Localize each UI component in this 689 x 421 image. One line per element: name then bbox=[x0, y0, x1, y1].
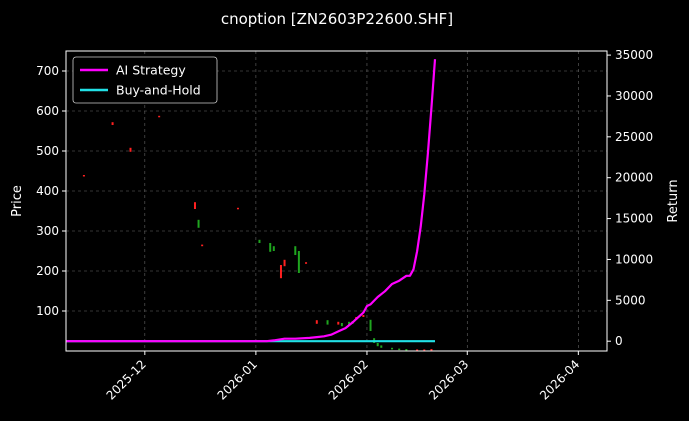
left-tick-label: 600 bbox=[36, 104, 59, 118]
candle-up bbox=[315, 320, 318, 324]
candle-down bbox=[348, 321, 351, 326]
candle-down bbox=[398, 348, 401, 351]
candle-up bbox=[82, 175, 85, 177]
candle-up bbox=[430, 349, 433, 351]
right-tick-label: 5000 bbox=[615, 293, 646, 307]
legend-label-buy-and-hold: Buy-and-Hold bbox=[116, 83, 201, 98]
candle-up bbox=[201, 244, 204, 247]
left-tick-label: 100 bbox=[36, 304, 59, 318]
right-tick-label: 20000 bbox=[615, 171, 653, 185]
left-tick-label: 300 bbox=[36, 224, 59, 238]
legend-box bbox=[72, 56, 218, 104]
candle-down bbox=[369, 319, 372, 331]
right-tick-label: 0 bbox=[615, 334, 623, 348]
candle-down bbox=[258, 239, 261, 243]
candle-up bbox=[279, 265, 282, 279]
candle-up bbox=[423, 349, 426, 351]
series-lines bbox=[66, 59, 437, 343]
plot-frame bbox=[65, 50, 608, 352]
candle-up bbox=[305, 262, 308, 264]
candle-down bbox=[197, 219, 200, 228]
legend-label-ai-strategy: AI Strategy bbox=[116, 63, 186, 78]
candle-down bbox=[391, 347, 394, 350]
right-tick-label: 30000 bbox=[615, 89, 653, 103]
candle-up bbox=[283, 259, 286, 267]
candle-down bbox=[405, 349, 408, 351]
left-tick-label: 200 bbox=[36, 264, 59, 278]
left-tick-label: 700 bbox=[36, 64, 59, 78]
candle-down bbox=[297, 251, 300, 273]
right-axis-label: Return bbox=[666, 179, 681, 222]
chart-title: cnoption [ZN2603P22600.SHF] bbox=[221, 10, 453, 28]
candle-up bbox=[236, 207, 239, 210]
candle-up bbox=[362, 315, 365, 317]
candle-up bbox=[129, 147, 132, 152]
right-tick-label: 25000 bbox=[615, 130, 653, 144]
candle-down bbox=[340, 323, 343, 327]
left-axis-label: Price bbox=[10, 185, 25, 217]
left-tick-label: 400 bbox=[36, 184, 59, 198]
candle-up bbox=[193, 202, 196, 209]
candle-up bbox=[337, 321, 340, 325]
candle-up bbox=[416, 349, 419, 351]
left-tick-label: 500 bbox=[36, 144, 59, 158]
candle-down bbox=[380, 345, 383, 348]
right-tick-label: 35000 bbox=[615, 48, 653, 62]
left-y-axis: 100 200 300 400 500 600 700 bbox=[36, 64, 66, 318]
candle-up bbox=[111, 122, 114, 125]
candle-down bbox=[326, 320, 329, 325]
legend: AI Strategy Buy-and-Hold bbox=[72, 56, 218, 104]
candle-up bbox=[158, 115, 161, 118]
ai-strategy-line bbox=[66, 59, 437, 343]
candle-down bbox=[376, 343, 379, 347]
right-tick-label: 15000 bbox=[615, 212, 653, 226]
candle-down bbox=[272, 246, 275, 251]
right-y-axis: 0 5000 10000 15000 20000 25000 30000 35000 bbox=[607, 48, 653, 348]
candle-down bbox=[269, 243, 272, 252]
right-tick-label: 10000 bbox=[615, 252, 653, 266]
candle-down bbox=[294, 246, 297, 255]
